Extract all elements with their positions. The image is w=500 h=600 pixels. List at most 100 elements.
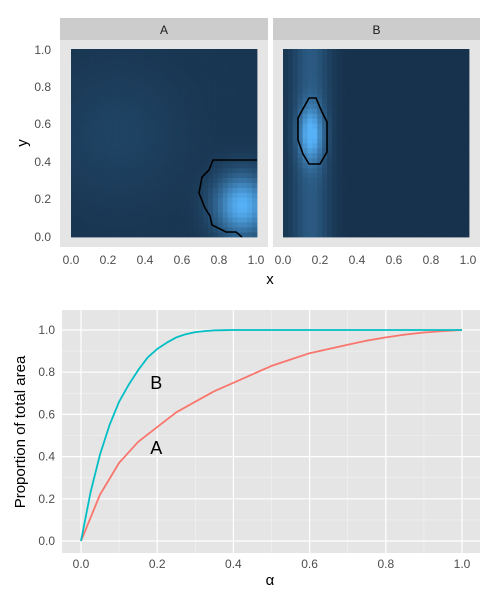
heatmap-tile (346, 202, 352, 208)
heatmap-tile (110, 103, 116, 109)
heatmap-tile (297, 49, 303, 55)
heatmap-tile (100, 68, 106, 75)
heatmap-tile (90, 88, 96, 94)
heatmap-tile (80, 73, 87, 80)
heatmap-tile (317, 143, 323, 149)
heatmap-tile (376, 53, 382, 60)
heatmap-tile (198, 232, 204, 238)
heatmap-tile (400, 143, 406, 149)
heatmap-tile (405, 162, 411, 169)
heatmap-tile (429, 128, 436, 134)
heatmap-tile (203, 113, 209, 119)
heatmap-tile (400, 212, 406, 218)
heatmap-tile (222, 98, 229, 104)
heatmap-tile (217, 232, 224, 238)
heatmap-tile (312, 162, 318, 169)
heatmap-tile (297, 88, 303, 94)
heatmap-tile (208, 93, 214, 99)
heatmap-tile (159, 128, 165, 134)
heatmap-tile (410, 83, 416, 89)
heatmap-tile (341, 123, 348, 129)
heatmap-tile (322, 192, 328, 198)
curve-label-b: B (150, 373, 162, 393)
heatmap-tile (371, 182, 377, 188)
heatmap-tile (454, 232, 460, 238)
heatmap-tile (317, 207, 323, 213)
heatmap-tile (222, 108, 229, 114)
heatmap-tile (90, 232, 96, 238)
heatmap-tile (371, 162, 377, 169)
heatmap-tile (71, 68, 77, 75)
heatmap-tile (336, 172, 343, 179)
heatmap-tile (168, 103, 175, 109)
heatmap-tile (459, 53, 465, 60)
heatmap-tile (322, 147, 328, 154)
heatmap-tile (242, 177, 248, 183)
heatmap-tile (159, 217, 165, 223)
heatmap-tile (193, 138, 199, 144)
heatmap-tile (247, 207, 253, 213)
heatmap-tile (449, 103, 455, 109)
heatmap-tile (351, 197, 357, 203)
heatmap-tile (424, 212, 431, 218)
heatmap-tile (283, 128, 289, 134)
heatmap-tile (439, 152, 445, 159)
heatmap-tile (283, 172, 289, 179)
heatmap-tile (119, 73, 126, 80)
heatmap-tile (115, 147, 121, 154)
heatmap-tile (459, 138, 465, 144)
heatmap-tile (317, 133, 323, 139)
heatmap-tile (327, 133, 333, 139)
y-tick-label: 0.2 (34, 192, 51, 206)
heatmap-tile (164, 147, 170, 154)
heatmap-tile (242, 222, 248, 228)
heatmap-tile (85, 192, 91, 198)
heatmap-tile (317, 68, 323, 75)
heatmap-tile (119, 167, 126, 174)
heatmap-tile (390, 53, 396, 60)
heatmap-tile (129, 123, 136, 129)
heatmap-tile (351, 207, 357, 213)
heatmap-tile (212, 187, 219, 193)
heatmap-tile (449, 232, 455, 238)
heatmap-tile (405, 167, 411, 174)
heatmap-tile (297, 83, 303, 89)
heatmap-tile (395, 113, 401, 119)
heatmap-tile (449, 108, 455, 114)
heatmap-tile (75, 177, 82, 183)
heatmap-tile (222, 68, 229, 75)
heatmap-tile (252, 182, 258, 188)
heatmap-tile (371, 143, 377, 149)
heatmap-tile (178, 108, 184, 114)
heatmap-tile (366, 88, 372, 94)
heatmap-tile (454, 147, 460, 154)
heatmap-tile (429, 152, 436, 159)
heatmap-tile (459, 58, 465, 65)
heatmap-tile (168, 93, 175, 99)
heatmap-tile (242, 138, 248, 144)
heatmap-tile (188, 172, 194, 179)
heatmap-tile (415, 222, 421, 228)
heatmap-tile (242, 88, 248, 94)
heatmap-tile (247, 68, 253, 75)
heatmap-tile (356, 138, 362, 144)
heatmap-tile (420, 172, 426, 179)
heatmap-tile (331, 53, 338, 60)
heatmap-tile (420, 167, 426, 174)
heatmap-tile (454, 212, 460, 218)
heatmap-tile (129, 212, 136, 218)
heatmap-tile (302, 83, 308, 89)
heatmap-tile (371, 128, 377, 134)
heatmap-tile (149, 98, 155, 104)
heatmap-tile (283, 73, 289, 80)
heatmap-tile (390, 108, 396, 114)
heatmap-tile (346, 63, 352, 70)
heatmap-tile (159, 147, 165, 154)
heatmap-tile (317, 177, 323, 183)
heatmap-tile (119, 207, 126, 213)
heatmap-tile (134, 152, 140, 159)
heatmap-tile (356, 147, 362, 154)
heatmap-tile (222, 212, 229, 218)
heatmap-tile (85, 187, 91, 193)
heatmap-tile (361, 49, 367, 55)
